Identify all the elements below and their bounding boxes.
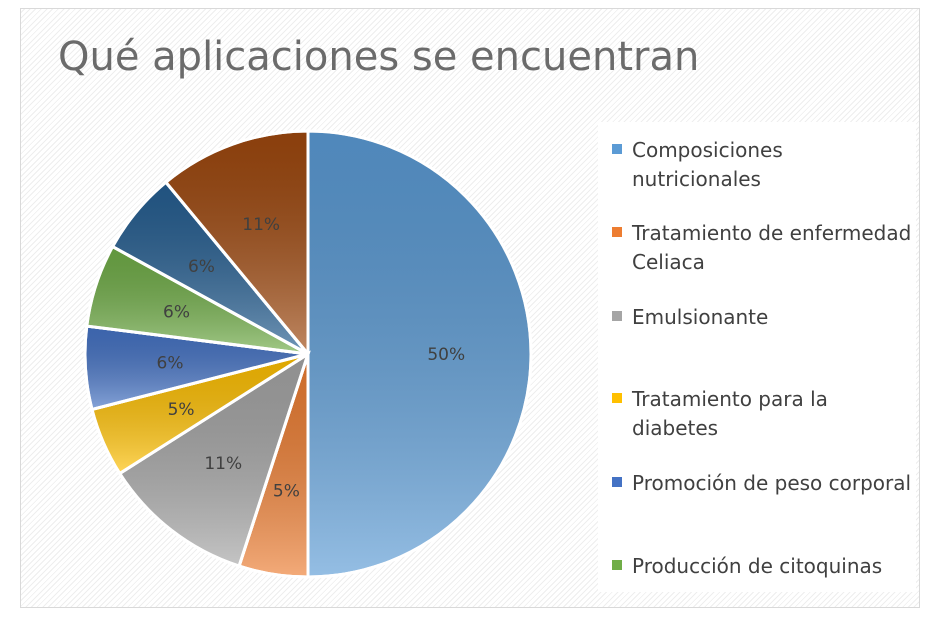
legend-swatch (612, 144, 622, 154)
legend-swatch (612, 560, 622, 570)
pie-data-label: 11% (204, 454, 242, 474)
pie-slice-shading (163, 129, 310, 359)
pie-data-label: 50% (427, 345, 465, 365)
legend-label: Producción de citoquinas (632, 554, 883, 578)
pie-data-label: 5% (168, 400, 195, 420)
pie-data-label: 5% (273, 482, 300, 502)
pie-data-label: 11% (242, 215, 280, 235)
legend-swatch (612, 477, 622, 487)
legend-label: Composiciones nutricionales (632, 138, 783, 191)
legend-label: Emulsionante (632, 305, 769, 329)
legend: Composiciones nutricionales Tratamiento … (598, 122, 916, 592)
pie-data-label: 6% (188, 257, 215, 277)
chart-title: Qué aplicaciones se encuentran (58, 34, 700, 80)
pie-slice-shading (117, 350, 311, 568)
legend-label: Promoción de peso corporal (632, 471, 912, 495)
legend-swatch (612, 311, 622, 321)
legend-label: Tratamiento de enfermedad Celiaca (632, 221, 912, 274)
legend-swatch (612, 393, 622, 403)
pie-slice-shading (306, 129, 533, 579)
legend-label: Tratamiento para la diabetes (632, 387, 828, 440)
pie-data-label: 6% (157, 354, 184, 374)
pie-data-label: 6% (163, 302, 190, 322)
legend-swatch (612, 227, 622, 237)
